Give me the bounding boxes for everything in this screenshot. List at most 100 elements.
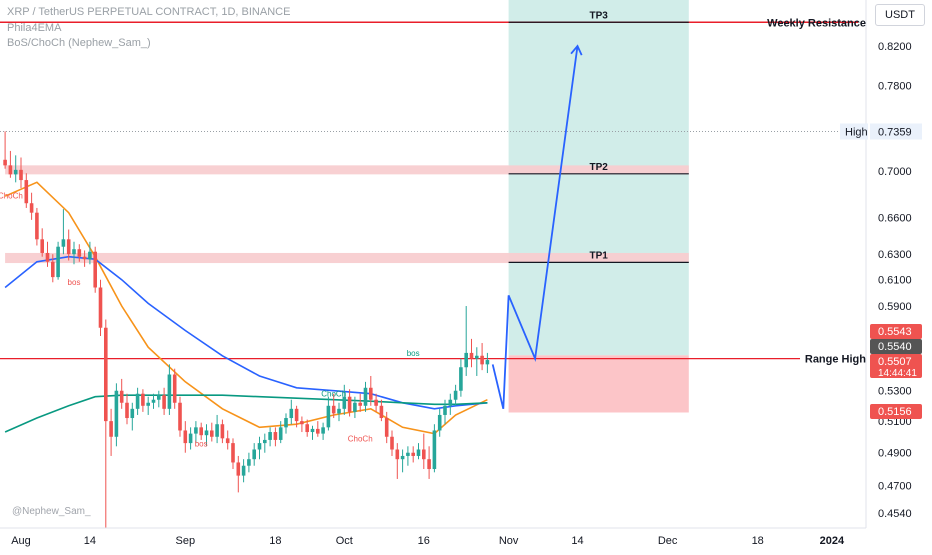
candle-body xyxy=(215,424,219,437)
candle xyxy=(485,352,490,374)
plot-layer: TP3 TP2 TP1 ChoCh bos bos ChoCh ChoCh bos xyxy=(0,0,866,528)
candle xyxy=(194,421,198,444)
structure-label: bos xyxy=(68,278,81,287)
time-tick-label: 14 xyxy=(571,535,583,547)
structure-label: bos xyxy=(407,349,420,358)
price-tick-label: 0.5100 xyxy=(878,416,912,428)
candle xyxy=(231,438,235,470)
candle xyxy=(347,389,352,417)
time-tick-label: 18 xyxy=(752,535,764,547)
candle-body xyxy=(321,427,325,434)
candle xyxy=(199,422,203,440)
indicator-bos-label[interactable]: BoS/ChoCh (Nephew_Sam_) xyxy=(7,37,151,49)
candle-body xyxy=(151,399,156,403)
candle xyxy=(188,427,193,450)
price-tag-value: 0.5543 xyxy=(878,326,912,338)
candle-body xyxy=(268,432,272,440)
level-label-tp2: TP2 xyxy=(590,162,609,173)
candle xyxy=(448,393,453,415)
candle xyxy=(432,424,437,473)
candle xyxy=(369,375,373,406)
indicator-ema-label[interactable]: Phila4EMA xyxy=(7,22,62,34)
candle-body xyxy=(284,418,288,428)
price-tick-label: 0.5300 xyxy=(878,386,912,398)
candle xyxy=(210,422,214,442)
candle xyxy=(109,408,113,456)
candle xyxy=(93,246,97,293)
candle-body xyxy=(35,212,39,240)
candle-body xyxy=(220,424,225,439)
candle-body xyxy=(109,421,113,437)
candle xyxy=(82,250,87,267)
candle xyxy=(358,393,362,412)
candle xyxy=(104,319,108,528)
candle-body xyxy=(167,374,172,409)
candle-body xyxy=(45,252,50,262)
candle-body xyxy=(51,261,55,278)
candle xyxy=(125,393,129,425)
candle-body xyxy=(305,424,309,433)
candle-body xyxy=(384,418,389,437)
candle xyxy=(130,402,135,431)
candle-body xyxy=(358,402,362,406)
candle-body xyxy=(157,395,161,400)
symbol-title: XRP / TetherUS PERPETUAL CONTRACT, 1D, B… xyxy=(7,6,291,18)
candle xyxy=(342,384,347,415)
time-tick-label: 18 xyxy=(269,535,281,547)
candle-body xyxy=(400,455,405,460)
candle-body xyxy=(416,449,421,456)
candle-body xyxy=(395,449,400,460)
price-tag-value: 0.5540 xyxy=(878,341,912,353)
candle-body xyxy=(453,390,458,400)
price-tick-label: 0.7800 xyxy=(878,81,912,93)
candle-body xyxy=(289,408,294,419)
candle-body xyxy=(480,355,484,365)
candle-body xyxy=(241,465,246,476)
candle xyxy=(337,402,341,422)
price-tick-label: 0.6600 xyxy=(878,212,912,224)
candle-body xyxy=(247,459,251,466)
candle xyxy=(453,384,458,406)
candle-body xyxy=(432,430,437,470)
price-tick-label: 0.6100 xyxy=(878,275,912,287)
candle-body xyxy=(443,405,447,415)
candle-body xyxy=(210,430,214,437)
candle xyxy=(316,421,320,437)
candle-body xyxy=(273,432,278,440)
candle xyxy=(443,399,447,425)
candle-body xyxy=(469,352,474,359)
ema-line-2 xyxy=(4,255,488,410)
price-tag-bg xyxy=(870,404,922,419)
candle-body xyxy=(374,399,378,406)
candle-body xyxy=(390,436,394,450)
candle xyxy=(56,241,60,280)
candle-body xyxy=(77,249,82,257)
time-tick-label: Oct xyxy=(336,535,353,547)
candle xyxy=(326,396,331,431)
candle xyxy=(204,424,209,447)
candle xyxy=(268,427,272,447)
price-tick-label: 0.6300 xyxy=(878,249,912,261)
candle-body xyxy=(363,387,368,406)
candle-body xyxy=(178,402,182,431)
candle-body xyxy=(459,367,463,391)
candle xyxy=(321,422,325,440)
candle xyxy=(475,347,479,376)
candle xyxy=(416,443,421,460)
candle-body xyxy=(13,169,18,175)
candle-body xyxy=(204,430,209,436)
candle xyxy=(61,209,66,255)
candle xyxy=(167,364,172,415)
candle-body xyxy=(141,393,145,406)
candle xyxy=(464,306,468,376)
take-profit-zone xyxy=(508,0,689,356)
candle xyxy=(172,368,177,409)
candle-body xyxy=(88,251,92,260)
candle xyxy=(289,399,294,425)
currency-button[interactable]: USDT xyxy=(875,4,925,26)
candle xyxy=(225,430,230,450)
structure-label: ChoCh xyxy=(348,435,373,444)
candle-body xyxy=(263,439,267,444)
